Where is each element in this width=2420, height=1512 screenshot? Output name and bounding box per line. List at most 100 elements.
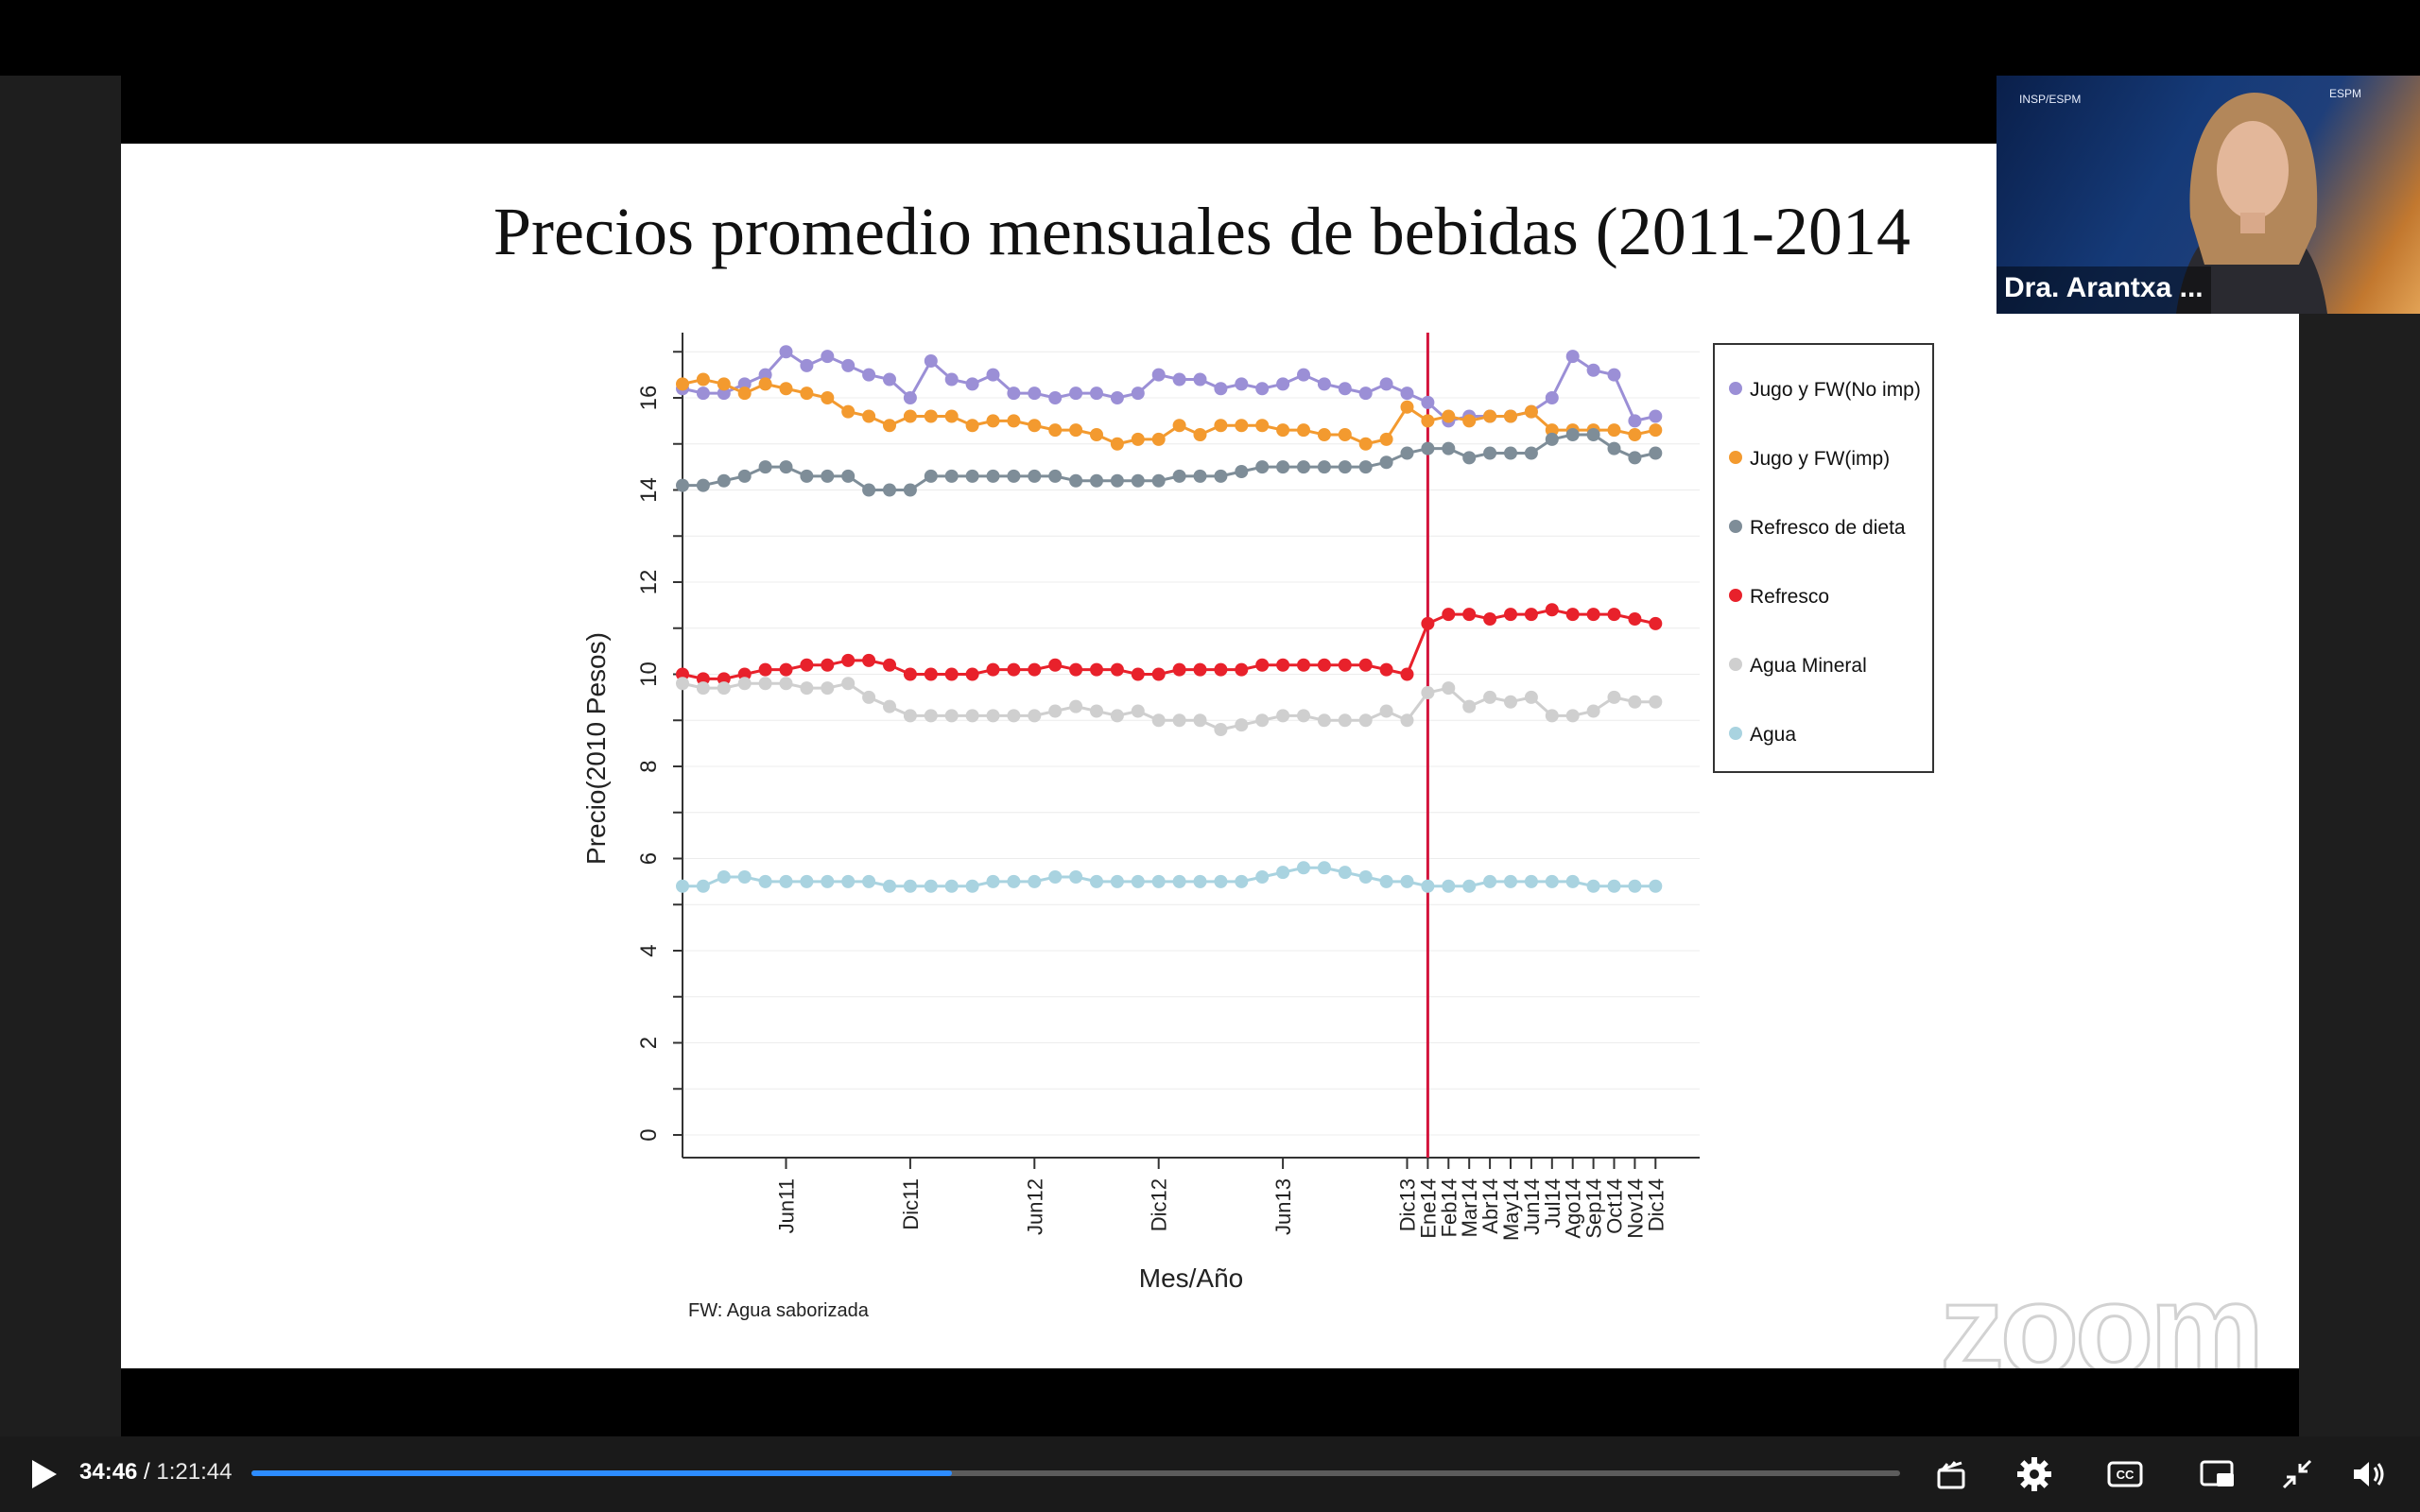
x-tick-label: Mar14: [1458, 1178, 1481, 1237]
play-button[interactable]: [25, 1455, 62, 1493]
shared-slide: Precios promedio mensuales de bebidas (2…: [121, 144, 2299, 1368]
data-point: [1069, 423, 1083, 438]
data-point: [1090, 428, 1103, 441]
picture-in-picture-button[interactable]: [2197, 1453, 2238, 1495]
data-point: [1193, 372, 1207, 387]
data-point: [862, 653, 876, 667]
data-point: [841, 874, 856, 888]
participant-name-label: Dra. Arantxa ...: [1996, 266, 2211, 314]
data-point: [1649, 409, 1663, 423]
data-point: [717, 681, 731, 696]
data-point: [1028, 387, 1042, 401]
data-point: [1172, 469, 1186, 483]
data-point: [986, 662, 1000, 677]
legend-label: Refresco: [1750, 586, 1829, 608]
data-point: [779, 662, 793, 677]
data-point: [903, 391, 917, 404]
data-point: [1297, 709, 1310, 723]
data-point: [1048, 870, 1063, 884]
volume-icon: [2354, 1462, 2384, 1486]
series-0: [676, 345, 1663, 428]
data-point: [1545, 423, 1559, 438]
data-point: [1358, 437, 1373, 451]
data-point: [1235, 465, 1249, 478]
series-1: [676, 372, 1663, 451]
data-point: [1649, 879, 1663, 893]
data-point: [1462, 699, 1477, 713]
data-point: [1255, 382, 1270, 396]
data-point: [1545, 874, 1559, 888]
data-point: [1069, 473, 1083, 488]
data-point: [1276, 866, 1290, 880]
data-point: [737, 377, 752, 391]
data-point: [944, 709, 959, 723]
data-point: [1151, 368, 1166, 382]
data-point: [1607, 368, 1621, 382]
data-point: [1379, 377, 1393, 391]
data-point: [1131, 473, 1145, 488]
x-tick-label: Oct14: [1603, 1178, 1627, 1234]
data-point: [696, 387, 710, 401]
volume-button[interactable]: [2348, 1453, 2390, 1495]
chart-legend: Jugo y FW(No imp) Jugo y FW(imp) Refresco …: [1713, 343, 1934, 773]
data-point: [1504, 446, 1517, 460]
data-point: [1255, 460, 1270, 474]
data-point: [1317, 428, 1331, 441]
data-point: [1379, 432, 1393, 446]
data-point: [1131, 387, 1145, 401]
slide-title: Precios promedio mensuales de bebidas (2…: [493, 194, 1910, 269]
data-point: [1214, 723, 1228, 736]
data-point: [696, 672, 710, 686]
x-tick-label: Nov14: [1623, 1178, 1647, 1239]
data-point: [1007, 387, 1021, 401]
data-point: [1297, 368, 1310, 382]
data-point: [862, 690, 876, 704]
data-point: [1565, 428, 1580, 441]
data-point: [1628, 695, 1642, 709]
data-point: [1007, 709, 1021, 723]
data-point: [821, 874, 835, 888]
x-tick-label: Ago14: [1562, 1178, 1585, 1239]
data-point: [1131, 667, 1145, 681]
data-point: [1069, 387, 1083, 401]
data-point: [1007, 414, 1021, 428]
data-point: [676, 879, 689, 893]
legend-label: Jugo y FW(imp): [1750, 448, 1890, 470]
data-point: [1151, 667, 1166, 681]
x-tick-label: Jun13: [1271, 1178, 1295, 1235]
data-point: [1235, 718, 1249, 732]
settings-button[interactable]: [2014, 1453, 2055, 1495]
captions-button[interactable]: CC: [2104, 1453, 2146, 1495]
data-point: [1151, 713, 1166, 728]
data-point: [800, 358, 814, 372]
legend-marker: [1729, 727, 1742, 740]
y-tick-label: 4: [636, 944, 662, 956]
data-point: [1007, 662, 1021, 677]
data-point: [1483, 409, 1497, 423]
data-point: [903, 667, 917, 681]
data-point: [944, 372, 959, 387]
x-tick-label: Jun12: [1023, 1178, 1046, 1235]
data-point: [841, 404, 856, 419]
data-point: [883, 483, 896, 497]
data-point: [1007, 874, 1021, 888]
progress-bar[interactable]: [251, 1470, 1900, 1476]
data-point: [1565, 874, 1580, 888]
y-tick-label: 14: [636, 477, 662, 503]
data-point: [1338, 428, 1352, 441]
data-point: [779, 874, 793, 888]
chapters-button[interactable]: [1930, 1453, 1972, 1495]
data-point: [965, 377, 979, 391]
chart-series: [676, 345, 1663, 893]
webcam-thumbnail[interactable]: INSP/ESPM ESPM Dra. Arantxa ...: [1996, 76, 2420, 314]
y-tick-label: 10: [636, 662, 662, 687]
data-point: [1442, 608, 1456, 622]
data-point: [779, 345, 793, 359]
data-point: [1090, 387, 1103, 401]
data-point: [758, 874, 772, 888]
exit-fullscreen-button[interactable]: [2276, 1453, 2318, 1495]
data-point: [841, 358, 856, 372]
data-point: [862, 874, 876, 888]
data-point: [1193, 428, 1207, 441]
data-point: [1649, 695, 1663, 709]
